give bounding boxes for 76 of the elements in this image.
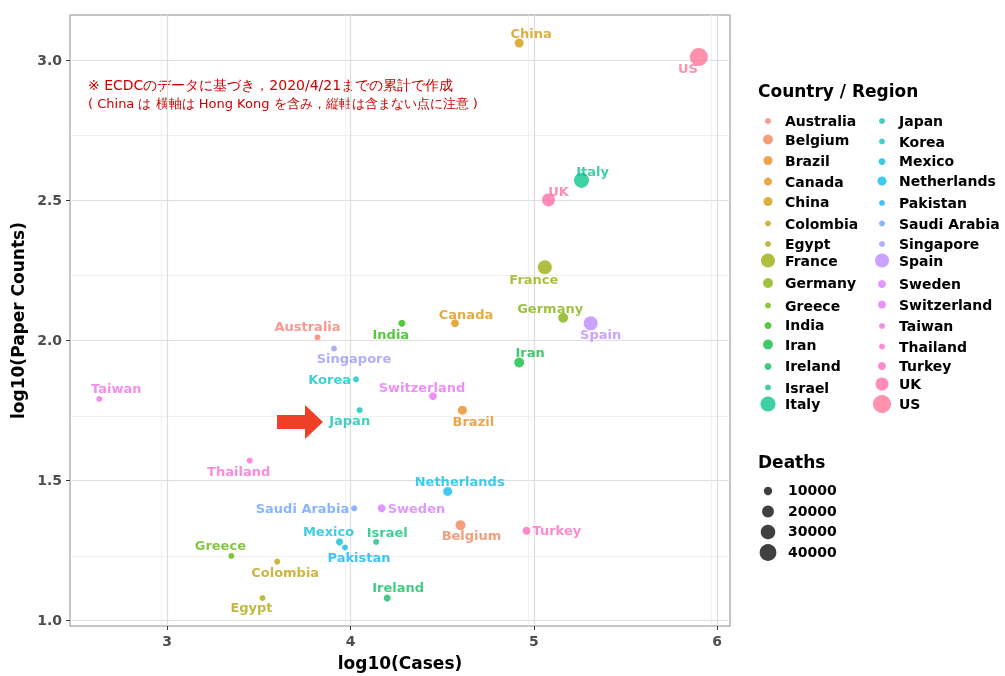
text: Singapore <box>316 351 392 367</box>
legend-label: Germany <box>785 275 857 292</box>
text: Greece <box>194 538 246 554</box>
y-tick-label: 2.0 <box>37 332 63 349</box>
text: Turkey <box>532 523 582 539</box>
text: Belgium <box>441 527 502 543</box>
text: Spain <box>580 326 622 342</box>
legend-label: Italy <box>785 396 821 412</box>
legend-label: Canada <box>785 173 844 190</box>
text: France <box>509 271 559 287</box>
legend-label: France <box>785 252 838 269</box>
text: Thailand <box>207 464 271 480</box>
text: Taiwan <box>91 381 142 397</box>
legend-label: 30000 <box>788 523 837 539</box>
legend-label: Sweden <box>899 276 961 293</box>
text: Sweden <box>387 500 446 516</box>
text: Egypt <box>230 600 273 616</box>
legend-label: Australia <box>785 113 857 129</box>
legend-label: Ireland <box>785 358 841 375</box>
text: Switzerland <box>378 379 466 395</box>
legend-label: Colombia <box>785 215 859 232</box>
x-tick-label: 3 <box>162 633 173 649</box>
legend-label: China <box>785 193 830 210</box>
legend-label: Egypt <box>785 236 831 252</box>
text: US <box>677 60 698 76</box>
y-tick-label: 3.0 <box>37 51 63 68</box>
legend-label: Thailand <box>899 338 967 355</box>
legend-label: Korea <box>899 133 946 150</box>
text: Netherlands <box>414 473 505 489</box>
legend-label: Japan <box>898 113 944 129</box>
legend-label: Turkey <box>899 358 952 375</box>
legend-label: Switzerland <box>899 296 993 313</box>
legend-label: US <box>899 396 921 412</box>
text: Deaths <box>758 451 826 472</box>
legend-label: Spain <box>899 252 944 269</box>
text: Israel <box>366 525 408 541</box>
legend-label: Taiwan <box>899 318 954 334</box>
legend-label: Mexico <box>899 153 955 170</box>
legend-label: Israel <box>785 379 830 396</box>
text: Pakistan <box>327 550 391 566</box>
text: Canada <box>438 306 494 322</box>
text: Iran <box>515 345 545 361</box>
legend-label: 20000 <box>788 502 837 519</box>
text: Ireland <box>372 580 425 596</box>
x-tick-label: 6 <box>712 633 723 649</box>
legend-label: UK <box>899 375 923 392</box>
legend-label: 10000 <box>788 482 837 498</box>
text: Korea <box>308 371 351 387</box>
text: UK <box>548 184 569 200</box>
text: Colombia <box>251 565 320 581</box>
text: Germany <box>517 301 584 317</box>
text: China <box>510 25 552 41</box>
legend-label: Singapore <box>899 236 980 252</box>
y-tick-label: 1.5 <box>37 472 62 489</box>
text: Australia <box>274 318 341 334</box>
y-tick-label: 2.5 <box>37 191 62 208</box>
text: Saudi Arabia <box>255 500 350 516</box>
text: Brazil <box>452 413 495 429</box>
legend-label: Greece <box>785 297 841 314</box>
legend-label: Brazil <box>785 152 830 169</box>
text: Mexico <box>302 524 355 540</box>
x-tick-label: 5 <box>528 633 539 649</box>
legend-label: Pakistan <box>899 195 967 211</box>
y-axis-title: log10(Paper Counts) <box>7 222 28 419</box>
legend-title: Country / Region <box>758 80 919 101</box>
x-tick-label: 4 <box>345 633 356 649</box>
x-axis-title: log10(Cases) <box>337 652 463 673</box>
text: Japan <box>329 412 371 428</box>
legend-label: 40000 <box>788 543 837 560</box>
legend-label: Netherlands <box>899 173 996 189</box>
legend-label: Iran <box>785 336 817 353</box>
legend-label: Saudi Arabia <box>899 215 1000 232</box>
legend-label: Belgium <box>785 131 850 148</box>
text: India <box>372 326 410 342</box>
legend-label: India <box>785 317 825 334</box>
y-tick-label: 1.0 <box>37 612 63 629</box>
